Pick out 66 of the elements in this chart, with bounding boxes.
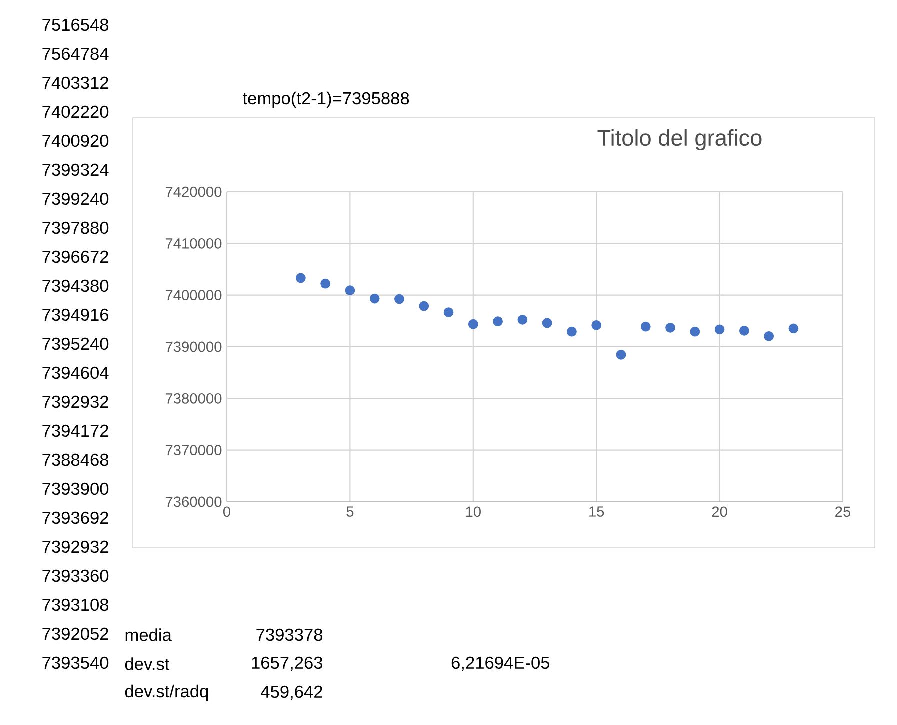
- text: 7396672: [42, 250, 108, 264]
- x-tick-label: 5: [346, 506, 354, 517]
- point: [764, 331, 774, 342]
- point: [714, 324, 725, 335]
- point: [592, 320, 602, 330]
- text: dev.st/radq: [125, 684, 208, 702]
- point: [666, 322, 676, 333]
- text: 7392052: [42, 628, 108, 640]
- text: 1657,263: [252, 656, 323, 672]
- point: [567, 326, 577, 337]
- text: 7393360: [42, 570, 109, 582]
- text: 7393540: [42, 656, 109, 670]
- text: 7394916: [42, 308, 109, 322]
- text: 7400920: [42, 134, 109, 148]
- text: dev.st: [125, 658, 170, 670]
- text: 7397880: [42, 222, 109, 234]
- text: 7388468: [42, 454, 109, 466]
- point: [345, 286, 356, 296]
- text: 7394172: [42, 424, 108, 438]
- y-tick-label: 7410000: [166, 238, 222, 249]
- y-tick-label: 7360000: [166, 496, 222, 508]
- point: [640, 322, 651, 332]
- text: 7564784: [42, 48, 109, 60]
- point: [444, 308, 454, 318]
- x-tick-label: 20: [712, 506, 728, 518]
- point: [542, 318, 552, 328]
- point: [468, 319, 478, 330]
- x-tick-label: 0: [223, 506, 230, 518]
- chart-title: Titolo del grafico: [598, 129, 762, 151]
- point: [518, 314, 528, 325]
- text: 7402220: [42, 106, 109, 118]
- point: [394, 294, 404, 304]
- y-tick-label: 7380000: [166, 393, 222, 404]
- point: [690, 326, 700, 337]
- text: 459,642: [261, 686, 322, 700]
- point: [419, 301, 430, 312]
- text: 7516548: [42, 18, 109, 32]
- text: tempo(t2-1)=7395888: [242, 92, 410, 108]
- y-tick-label: 7370000: [166, 445, 222, 456]
- y-tick-label: 7420000: [166, 186, 222, 198]
- text: 7393108: [42, 598, 109, 612]
- y-tick-label: 7390000: [166, 342, 222, 352]
- point: [788, 324, 799, 334]
- x-tick-label: 15: [590, 506, 604, 517]
- point: [740, 326, 750, 336]
- point: [370, 294, 380, 304]
- text: 7393692: [42, 512, 108, 524]
- x-tick-label: 25: [836, 506, 851, 518]
- x-tick-label: 10: [466, 506, 481, 518]
- text: 7394380: [42, 280, 109, 292]
- text: 7394604: [42, 366, 109, 380]
- text: 7393900: [42, 482, 109, 496]
- text: 7392932: [42, 540, 108, 554]
- point: [616, 350, 626, 360]
- point: [320, 278, 330, 289]
- text: media: [126, 628, 172, 642]
- text: 7392932: [42, 396, 108, 408]
- text: 7399240: [42, 192, 109, 206]
- text: 7393378: [256, 628, 323, 642]
- text: 7403312: [42, 76, 108, 90]
- point: [493, 316, 503, 327]
- text: 7399324: [42, 164, 109, 176]
- text: 7395240: [42, 338, 109, 350]
- text: 6,21694E-05: [452, 656, 550, 672]
- point: [296, 273, 306, 284]
- y-tick-label: 7400000: [166, 290, 222, 301]
